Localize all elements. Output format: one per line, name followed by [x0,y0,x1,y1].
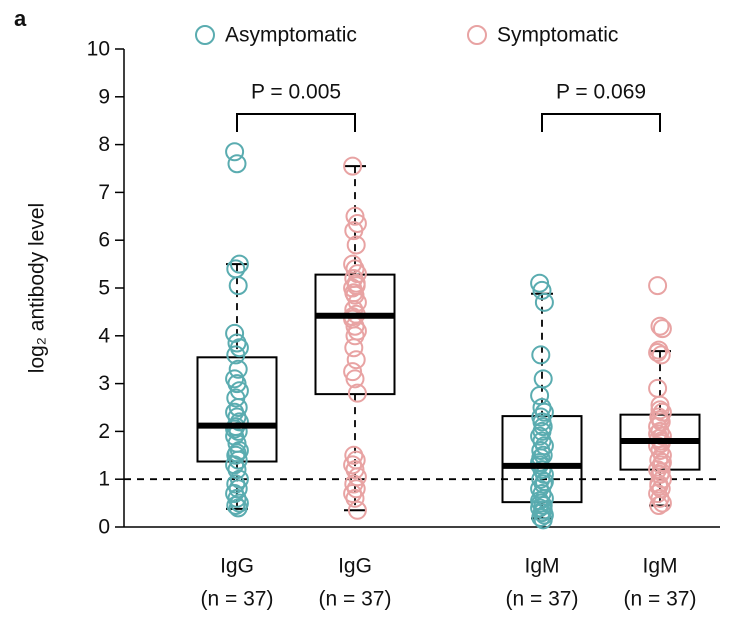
data-point [347,500,367,520]
data-point [530,491,550,511]
data-point [345,326,365,346]
x-tick-sublabel: (n = 37) [201,588,274,611]
y-tick-label: 8 [98,133,110,156]
y-tick-label: 5 [98,277,110,300]
data-point [226,345,246,365]
x-tick-label: IgM [524,555,559,578]
data-point [534,436,554,456]
data-point [346,350,366,370]
data-point [651,345,671,365]
data-point [227,154,247,174]
y-tick-label: 9 [98,85,110,108]
y-tick-label: 6 [98,229,110,252]
bracket [236,113,356,132]
data-point [652,319,672,339]
data-point [346,276,366,296]
data-point [228,498,248,518]
data-point [347,383,367,403]
legend-label: Symptomatic [497,24,618,47]
data-point [648,343,668,363]
y-tick-label: 10 [87,38,110,61]
x-tick-sublabel: (n = 37) [319,588,392,611]
y-axis-label: log₂ antibody level [26,203,49,373]
data-point [533,369,553,389]
y-tick-label: 0 [98,516,110,539]
data-point [649,495,669,515]
data-point [530,386,550,406]
data-point [228,276,248,296]
y-tick-label: 1 [98,468,110,491]
x-tick-label: IgG [338,555,372,578]
data-point [652,452,672,472]
data-point [534,402,554,422]
data-point [534,472,554,492]
data-point [225,419,245,439]
data-point [343,156,363,176]
x-tick-label: IgG [220,555,254,578]
data-point [345,369,365,389]
bracket [541,113,661,132]
data-point [650,316,670,336]
data-point [533,510,553,530]
data-point [226,495,246,515]
data-point [226,259,246,279]
legend-marker [195,25,215,45]
data-point [651,462,671,482]
data-point [228,450,248,470]
data-point [648,378,668,398]
data-point [345,488,365,508]
x-tick-sublabel: (n = 37) [624,588,697,611]
data-point [344,221,364,241]
data-point [228,359,248,379]
data-point [650,400,670,420]
data-point [531,345,551,365]
data-point [534,292,554,312]
data-point [649,476,669,496]
panel-label: a [14,6,27,31]
data-point [648,276,668,296]
data-point [533,500,553,520]
x-tick-sublabel: (n = 37) [506,588,579,611]
data-point [344,338,364,358]
data-point [650,409,670,429]
data-point [532,412,552,432]
y-tick-label: 7 [98,181,110,204]
data-point [229,254,249,274]
y-tick-label: 4 [98,324,110,347]
p-value: P = 0.069 [556,81,646,104]
y-tick-label: 3 [98,372,110,395]
data-point [227,443,247,463]
p-value: P = 0.005 [251,81,341,104]
data-point [225,142,245,162]
data-point [346,235,366,255]
data-point [346,479,366,499]
data-point [228,398,248,417]
data-point [533,495,553,515]
x-tick-label: IgM [642,555,677,578]
legend-label: Asymptomatic [225,24,357,47]
data-point [532,280,552,300]
legend-marker [467,25,487,45]
data-point [532,421,552,441]
y-tick-label: 2 [98,420,110,443]
data-point [226,388,246,408]
